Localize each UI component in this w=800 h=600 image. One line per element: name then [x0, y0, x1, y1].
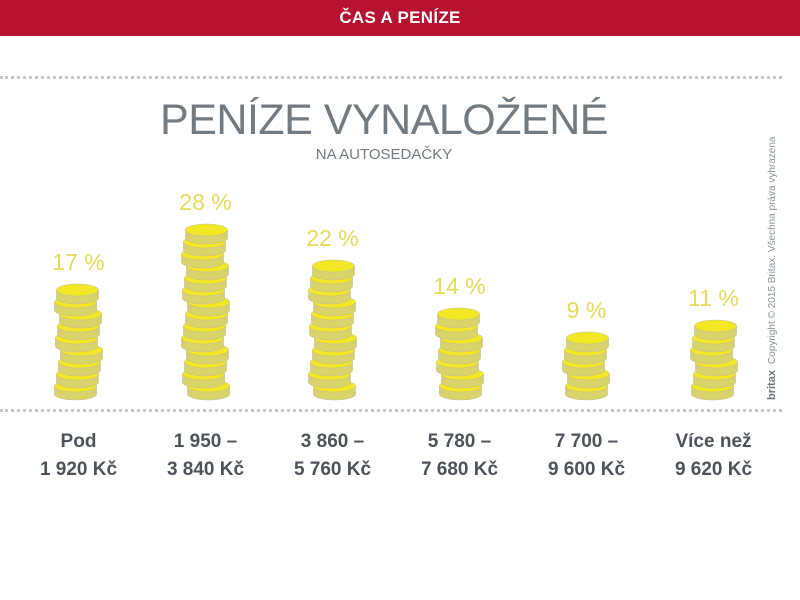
- category-label-line: 5 780 –: [427, 431, 492, 452]
- chart-subtitle: NA AUTOSEDAČKY: [315, 146, 453, 163]
- category-label-1: Pod 1 920 Kč: [19, 428, 139, 484]
- value-label-6: 11 %: [688, 285, 739, 311]
- coin-stack-4: [435, 307, 484, 401]
- category-label-3: 3 860 – 5 760 Kč: [273, 428, 393, 484]
- coin-stack-1: [54, 283, 103, 401]
- category-label-6: Více než 9 620 Kč: [654, 428, 774, 484]
- category-label-line: 7 700 –: [554, 431, 619, 452]
- category-label-line: 1 920 Kč: [39, 459, 118, 480]
- value-label-2: 28 %: [179, 189, 231, 215]
- category-label-line: 7 680 Kč: [420, 459, 499, 480]
- category-label-line: Více než: [675, 431, 752, 452]
- page-banner: ČAS A PENÍZE: [0, 0, 800, 36]
- value-label-4: 14 %: [433, 273, 485, 299]
- chart-baseline: [0, 409, 782, 412]
- category-label-4: 5 780 – 7 680 Kč: [400, 428, 520, 484]
- category-label-line: Pod: [60, 431, 97, 452]
- coin-stack-3: [308, 259, 357, 401]
- category-label-line: 3 860 –: [300, 431, 365, 452]
- value-label-3: 22 %: [306, 225, 358, 251]
- category-label-5: 7 700 – 9 600 Kč: [527, 428, 647, 484]
- coin-stack-5: [562, 331, 610, 401]
- coin-stack-2: [181, 223, 230, 401]
- category-label-line: 1 950 –: [173, 431, 238, 452]
- category-label-2: 1 950 – 3 840 Kč: [146, 428, 266, 484]
- value-label-5: 9 %: [567, 297, 607, 323]
- category-label-line: 5 760 Kč: [293, 459, 372, 480]
- dotted-divider-top: [0, 76, 782, 79]
- category-label-line: 3 840 Kč: [166, 459, 245, 480]
- copyright-text: Copyright © 2015 Britax. Všechna práva v…: [767, 136, 778, 365]
- category-label-line: 9 620 Kč: [674, 459, 753, 480]
- brand-logo: britax: [766, 370, 778, 400]
- copyright-notice: britax Copyright © 2015 Britax. Všechna p…: [766, 137, 778, 400]
- value-label-1: 17 %: [52, 249, 104, 275]
- category-label-line: 9 600 Kč: [547, 459, 626, 480]
- chart-title: PENÍZE VYNALOŽENÉ: [160, 96, 608, 144]
- coin-stack-6: [690, 319, 738, 401]
